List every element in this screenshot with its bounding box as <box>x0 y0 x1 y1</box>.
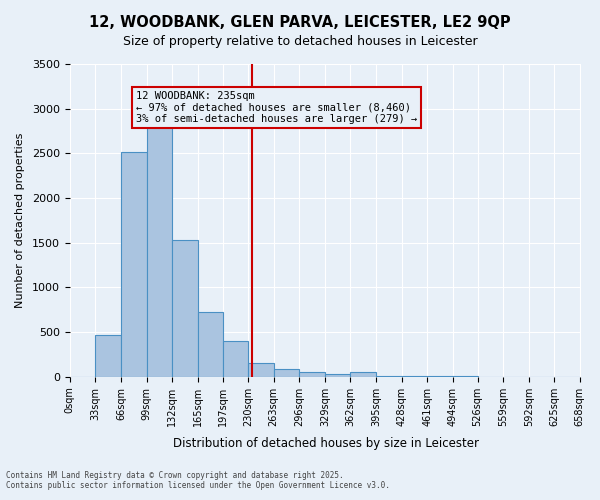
Bar <box>172 240 197 377</box>
Bar <box>146 123 172 377</box>
Text: Size of property relative to detached houses in Leicester: Size of property relative to detached ho… <box>122 35 478 48</box>
Bar <box>350 372 376 377</box>
Bar <box>197 312 223 377</box>
Bar <box>325 374 350 377</box>
Text: 12 WOODBANK: 235sqm
← 97% of detached houses are smaller (8,460)
3% of semi-deta: 12 WOODBANK: 235sqm ← 97% of detached ho… <box>136 91 417 124</box>
Bar <box>223 341 248 377</box>
X-axis label: Distribution of detached houses by size in Leicester: Distribution of detached houses by size … <box>173 437 479 450</box>
Bar <box>95 335 121 377</box>
Bar <box>274 368 299 377</box>
Bar <box>299 372 325 377</box>
Y-axis label: Number of detached properties: Number of detached properties <box>15 132 25 308</box>
Bar <box>376 376 401 377</box>
Text: Contains HM Land Registry data © Crown copyright and database right 2025.
Contai: Contains HM Land Registry data © Crown c… <box>6 470 390 490</box>
Text: 12, WOODBANK, GLEN PARVA, LEICESTER, LE2 9QP: 12, WOODBANK, GLEN PARVA, LEICESTER, LE2… <box>89 15 511 30</box>
Bar <box>248 364 274 377</box>
Bar <box>121 152 146 377</box>
